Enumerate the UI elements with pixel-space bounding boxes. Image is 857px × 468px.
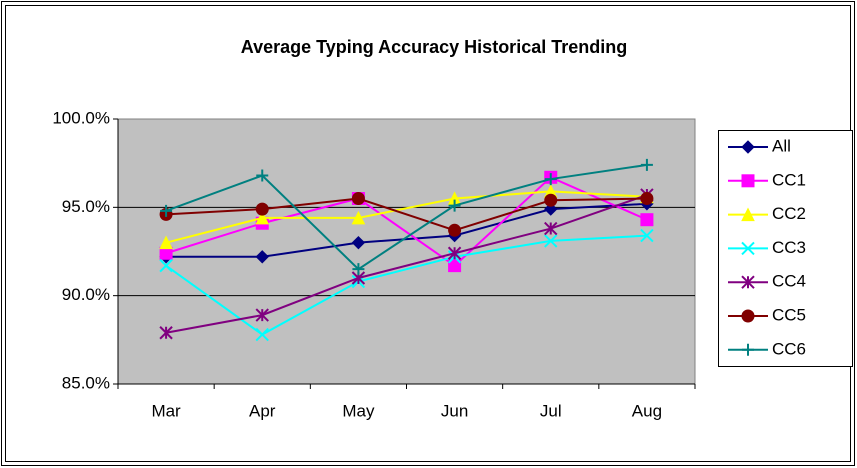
marker bbox=[640, 213, 654, 227]
marker bbox=[544, 193, 558, 207]
marker bbox=[741, 275, 755, 289]
marker bbox=[160, 204, 173, 217]
marker bbox=[640, 228, 654, 243]
y-tick-label: 90.0% bbox=[62, 285, 110, 304]
marker bbox=[448, 223, 462, 237]
legend-label: CC6 bbox=[772, 339, 806, 358]
marker bbox=[741, 207, 755, 222]
chart-title: Average Typing Accuracy Historical Trend… bbox=[241, 37, 627, 57]
marker bbox=[448, 259, 462, 273]
marker bbox=[255, 308, 269, 322]
marker bbox=[640, 192, 654, 205]
x-tick-label: Mar bbox=[151, 401, 181, 420]
series-line bbox=[166, 197, 647, 232]
marker bbox=[256, 169, 269, 182]
x-tick-label: Aug bbox=[632, 401, 662, 420]
marker bbox=[544, 221, 558, 236]
marker bbox=[741, 174, 755, 188]
marker bbox=[448, 199, 461, 212]
legend-label: CC5 bbox=[772, 305, 806, 324]
marker bbox=[255, 327, 269, 342]
marker bbox=[544, 173, 557, 186]
series-line bbox=[165, 176, 648, 267]
legend-label: All bbox=[772, 136, 791, 155]
marker bbox=[159, 235, 173, 250]
legend-label: CC1 bbox=[772, 170, 806, 189]
y-tick-label: 100.0% bbox=[52, 108, 110, 127]
marker bbox=[351, 210, 366, 225]
marker bbox=[447, 246, 462, 260]
marker bbox=[741, 309, 755, 323]
legend-label: CC2 bbox=[772, 204, 806, 223]
marker bbox=[351, 192, 365, 205]
series-line bbox=[166, 202, 647, 258]
series-line bbox=[165, 190, 647, 244]
legend-label: CC3 bbox=[772, 238, 806, 257]
x-tick-label: Jul bbox=[540, 401, 562, 420]
marker bbox=[159, 258, 173, 273]
marker bbox=[640, 158, 653, 171]
marker bbox=[352, 263, 365, 276]
plot-area bbox=[117, 118, 696, 385]
marker bbox=[741, 140, 755, 154]
x-tick-label: Apr bbox=[249, 401, 276, 420]
x-tick-label: Jun bbox=[441, 401, 468, 420]
x-tick-label: May bbox=[342, 401, 375, 420]
marker bbox=[255, 210, 270, 225]
marker bbox=[742, 343, 754, 356]
y-tick-label: 95.0% bbox=[62, 197, 110, 216]
series-line bbox=[165, 163, 648, 271]
marker bbox=[351, 235, 366, 250]
marker bbox=[544, 234, 558, 248]
marker bbox=[741, 241, 755, 256]
series-line bbox=[165, 234, 647, 336]
legend-label: CC4 bbox=[772, 272, 806, 291]
marker bbox=[255, 250, 269, 264]
marker bbox=[255, 202, 269, 216]
marker bbox=[159, 326, 173, 340]
marker bbox=[544, 202, 558, 216]
series-line bbox=[165, 194, 648, 334]
y-tick-label: 85.0% bbox=[62, 373, 110, 392]
